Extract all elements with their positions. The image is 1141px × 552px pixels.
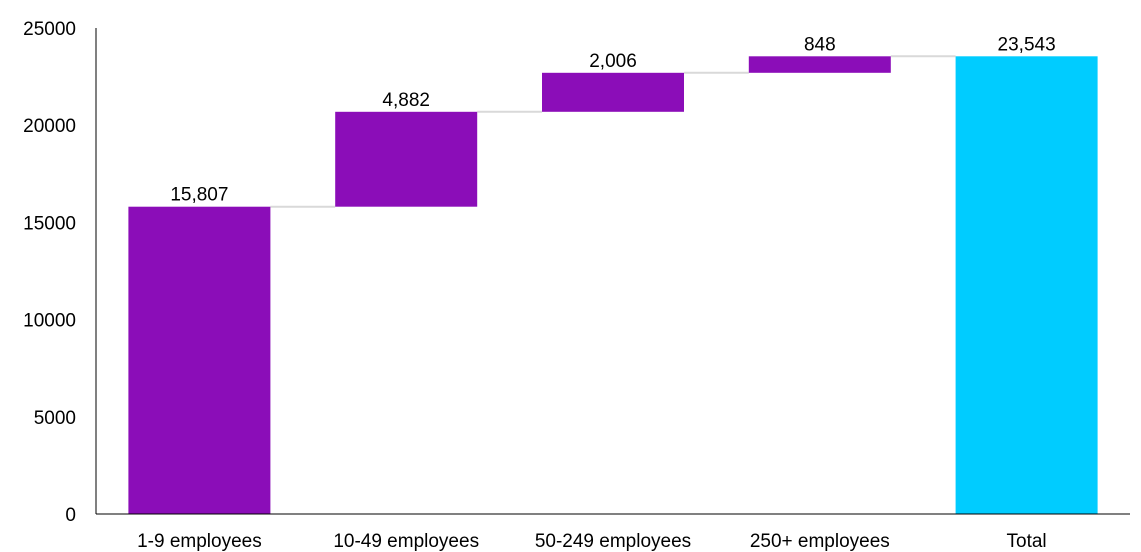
- y-tick-label-3: 10000: [23, 311, 76, 332]
- y-tick-label-5: 20000: [23, 116, 76, 137]
- x-tick-label-4: 250+ employees: [750, 531, 890, 552]
- data-label-5: 23,543: [998, 34, 1056, 55]
- y-tick-label-4: 15000: [23, 213, 76, 234]
- data-label-1: 15,807: [170, 185, 228, 206]
- data-label-3: 2,006: [589, 51, 637, 72]
- y-tick-label-2: 5000: [34, 408, 76, 429]
- bar-3: [542, 72, 684, 112]
- bar-4: [748, 56, 891, 73]
- y-tick-label-1: 0: [65, 505, 76, 526]
- y-axis-ticks: 0 5000 10000 15000 20000 25000: [23, 19, 76, 526]
- data-label-2: 4,882: [382, 90, 430, 111]
- data-label-4: 848: [804, 34, 836, 55]
- x-tick-label-1: 1-9 employees: [137, 531, 262, 552]
- y-tick-label-6: 25000: [23, 19, 76, 40]
- connector-lines: [270, 55, 956, 208]
- bar-2: [335, 111, 478, 207]
- x-tick-label-2: 10-49 employees: [333, 531, 479, 552]
- data-labels: 15,807 4,882 2,006 848 23,543: [170, 34, 1055, 205]
- x-axis-labels: 1-9 employees 10-49 employees 50-249 emplo…: [137, 531, 1047, 552]
- bars: [128, 56, 1098, 515]
- bar-1: [128, 206, 271, 514]
- x-tick-label-5: Total: [1007, 531, 1047, 552]
- axes: [95, 28, 1130, 515]
- x-tick-label-3: 50-249 employees: [535, 531, 691, 552]
- bar-5: [955, 56, 1098, 515]
